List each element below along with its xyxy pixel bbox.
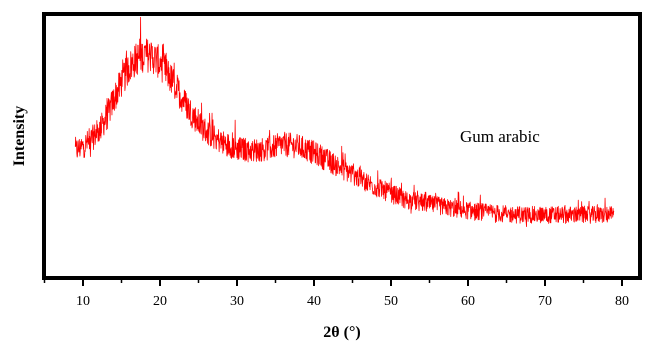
x-tick-label-50: 50 (384, 294, 398, 309)
series-line-gum-arabic (74, 16, 615, 228)
y-axis-title: Intensity (11, 106, 28, 166)
x-tick-label-30: 30 (230, 294, 244, 309)
x-axis-tick-labels: 10 20 30 40 50 60 70 80 (76, 294, 629, 309)
x-axis-ticks (43, 278, 623, 286)
x-tick-label-80: 80 (615, 294, 629, 309)
x-tick-label-70: 70 (538, 294, 552, 309)
x-tick-label-60: 60 (461, 294, 475, 309)
plot-frame (42, 12, 642, 280)
x-axis-title: 2θ (°) (323, 324, 360, 341)
chart-annotation: Gum arabic (460, 127, 540, 146)
x-tick-label-10: 10 (76, 294, 90, 309)
x-tick-label-40: 40 (307, 294, 321, 309)
x-tick-label-20: 20 (153, 294, 167, 309)
